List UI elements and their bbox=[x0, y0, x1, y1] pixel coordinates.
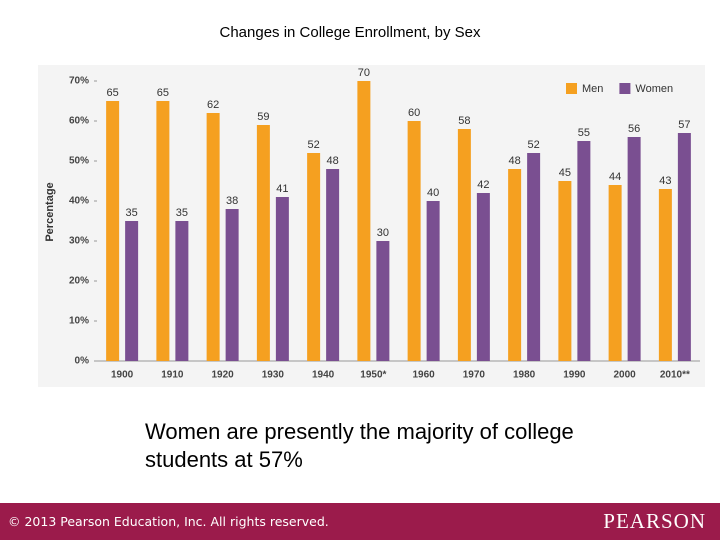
value-label: 45 bbox=[559, 167, 571, 179]
bar bbox=[627, 137, 641, 361]
bar bbox=[527, 153, 541, 361]
bar bbox=[156, 101, 170, 361]
bar bbox=[275, 197, 289, 361]
bar bbox=[476, 193, 490, 361]
bar bbox=[407, 121, 421, 361]
caption: Women are presently the majority of coll… bbox=[145, 419, 574, 472]
value-label: 43 bbox=[659, 175, 671, 187]
value-label: 65 bbox=[107, 87, 119, 99]
x-tick-label: 1910 bbox=[161, 370, 184, 381]
bar bbox=[225, 209, 239, 361]
footer: © 2013 Pearson Education, Inc. All right… bbox=[0, 503, 720, 540]
value-label: 41 bbox=[276, 183, 288, 195]
value-label: 38 bbox=[226, 195, 238, 207]
value-label: 35 bbox=[176, 207, 188, 219]
bar bbox=[457, 129, 471, 361]
x-tick-label: 2000 bbox=[614, 370, 637, 381]
bar bbox=[608, 185, 622, 361]
y-tick-label: 40% bbox=[69, 196, 89, 207]
y-tick-label: 50% bbox=[69, 156, 89, 167]
chart: Changes in College Enrollment, by Sex Pe… bbox=[38, 24, 705, 387]
value-label: 62 bbox=[207, 99, 219, 111]
legend-label: Men bbox=[582, 83, 603, 95]
value-label: 55 bbox=[578, 127, 590, 139]
y-tick-label: 30% bbox=[69, 236, 89, 247]
bar bbox=[376, 241, 390, 361]
x-tick-label: 1930 bbox=[262, 370, 285, 381]
x-tick-label: 1950* bbox=[360, 370, 386, 381]
bar bbox=[357, 81, 371, 361]
value-label: 48 bbox=[509, 155, 521, 167]
x-tick-label: 1980 bbox=[513, 370, 536, 381]
value-label: 65 bbox=[157, 87, 169, 99]
logo: PEARSON bbox=[603, 509, 706, 533]
value-label: 44 bbox=[609, 171, 621, 183]
bar bbox=[307, 153, 321, 361]
y-tick-label: 70% bbox=[69, 76, 89, 87]
value-label: 58 bbox=[458, 115, 470, 127]
value-label: 52 bbox=[308, 139, 320, 151]
value-label: 30 bbox=[377, 227, 389, 239]
x-tick-label: 1990 bbox=[563, 370, 586, 381]
value-label: 40 bbox=[427, 187, 439, 199]
bar bbox=[326, 169, 340, 361]
legend-label: Women bbox=[635, 83, 673, 95]
legend-swatch bbox=[619, 83, 631, 94]
y-tick-label: 0% bbox=[75, 356, 90, 367]
bar bbox=[206, 113, 220, 361]
bar bbox=[175, 221, 189, 361]
x-tick-label: 1940 bbox=[312, 370, 335, 381]
chart-title: Changes in College Enrollment, by Sex bbox=[220, 24, 481, 41]
value-label: 42 bbox=[477, 179, 489, 191]
bar bbox=[508, 169, 522, 361]
legend-swatch bbox=[566, 83, 577, 94]
bar bbox=[256, 125, 270, 361]
chart-panel bbox=[38, 65, 705, 387]
value-label: 56 bbox=[628, 123, 640, 135]
y-axis-title: Percentage bbox=[44, 182, 56, 241]
y-tick-label: 60% bbox=[69, 116, 89, 127]
copyright: © 2013 Pearson Education, Inc. All right… bbox=[8, 514, 329, 529]
value-label: 52 bbox=[528, 139, 540, 151]
bar bbox=[125, 221, 139, 361]
x-tick-label: 1970 bbox=[463, 370, 486, 381]
y-tick-label: 20% bbox=[69, 276, 89, 287]
value-label: 59 bbox=[257, 111, 269, 123]
bar bbox=[577, 141, 591, 361]
bar bbox=[677, 133, 691, 361]
value-label: 70 bbox=[358, 67, 370, 79]
value-label: 48 bbox=[327, 155, 339, 167]
value-label: 60 bbox=[408, 107, 420, 119]
value-label: 35 bbox=[126, 207, 138, 219]
x-tick-label: 1960 bbox=[413, 370, 436, 381]
x-tick-label: 1900 bbox=[111, 370, 134, 381]
x-tick-label: 2010** bbox=[660, 370, 690, 381]
bar bbox=[106, 101, 120, 361]
bar bbox=[426, 201, 440, 361]
x-tick-label: 1920 bbox=[212, 370, 235, 381]
y-tick-label: 10% bbox=[69, 316, 89, 327]
bar bbox=[658, 189, 672, 361]
value-label: 57 bbox=[678, 119, 690, 131]
bar bbox=[558, 181, 572, 361]
